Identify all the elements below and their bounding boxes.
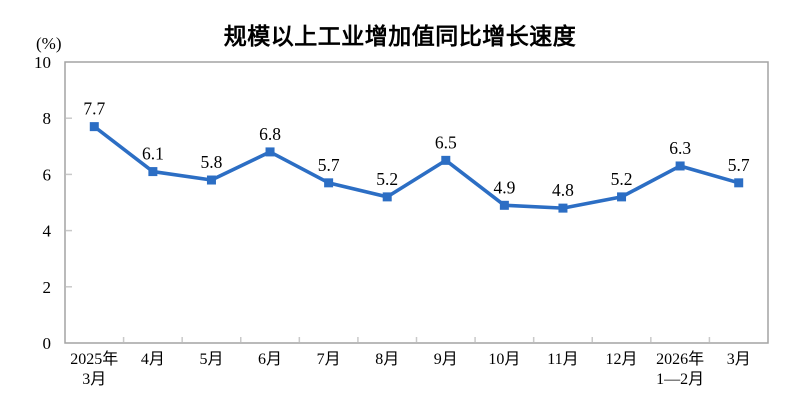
data-point-label: 5.8 xyxy=(201,152,223,172)
data-point-marker xyxy=(148,167,158,177)
x-axis-tick-label: 7月 xyxy=(317,351,341,368)
x-axis-tick-label: 8月 xyxy=(375,351,399,368)
data-point-label: 5.7 xyxy=(318,155,340,175)
data-point-marker xyxy=(617,192,627,202)
x-axis-tick-label: 2025年 3月 xyxy=(70,350,118,388)
data-point-marker xyxy=(441,155,451,165)
data-point-marker xyxy=(558,203,568,213)
y-axis-tick-label: 6 xyxy=(43,165,52,184)
data-point-label: 7.7 xyxy=(83,99,105,119)
data-point-label: 4.8 xyxy=(552,180,574,200)
x-axis-tick-label: 10月 xyxy=(488,351,520,368)
data-point-marker xyxy=(206,175,216,185)
data-point-marker xyxy=(734,178,744,188)
x-axis-tick-label: 6月 xyxy=(258,351,282,368)
x-axis-tick-label: 2026年 1—2月 xyxy=(656,350,704,388)
data-point-marker xyxy=(89,122,99,132)
data-point-marker xyxy=(265,147,275,157)
chart-title: 规模以上工业增加值同比增长速度 xyxy=(223,24,577,50)
data-point-marker xyxy=(324,178,334,188)
x-axis-tick-label: 3月 xyxy=(727,351,751,368)
y-axis-tick-label: 10 xyxy=(34,53,51,72)
x-axis-tick-label: 5月 xyxy=(199,351,223,368)
series-line xyxy=(92,124,741,210)
x-axis-tick-label: 12月 xyxy=(606,351,638,368)
data-point-label: 6.5 xyxy=(435,132,457,152)
data-point-label: 6.1 xyxy=(142,144,164,164)
data-point-label: 4.9 xyxy=(493,177,515,197)
data-point-marker xyxy=(499,200,509,210)
data-point-marker xyxy=(675,161,685,171)
y-axis-unit-label: (%) xyxy=(36,34,62,53)
data-point-label: 5.7 xyxy=(728,155,750,175)
y-axis-tick-label: 4 xyxy=(43,222,52,241)
data-point-label: 6.3 xyxy=(669,138,691,158)
x-axis-tick-label: 11月 xyxy=(547,351,578,368)
plot-frame xyxy=(64,61,769,344)
data-point-label: 6.8 xyxy=(259,124,281,144)
y-axis-tick-label: 8 xyxy=(43,109,52,128)
x-axis-tick-label: 9月 xyxy=(434,351,458,368)
y-axis-tick-label: 0 xyxy=(43,334,52,353)
data-point-label: 5.2 xyxy=(376,169,398,189)
data-point-label: 5.2 xyxy=(611,169,633,189)
data-point-marker xyxy=(382,192,392,202)
y-axis-tick-label: 2 xyxy=(43,278,52,297)
x-axis-tick-label: 4月 xyxy=(141,351,165,368)
